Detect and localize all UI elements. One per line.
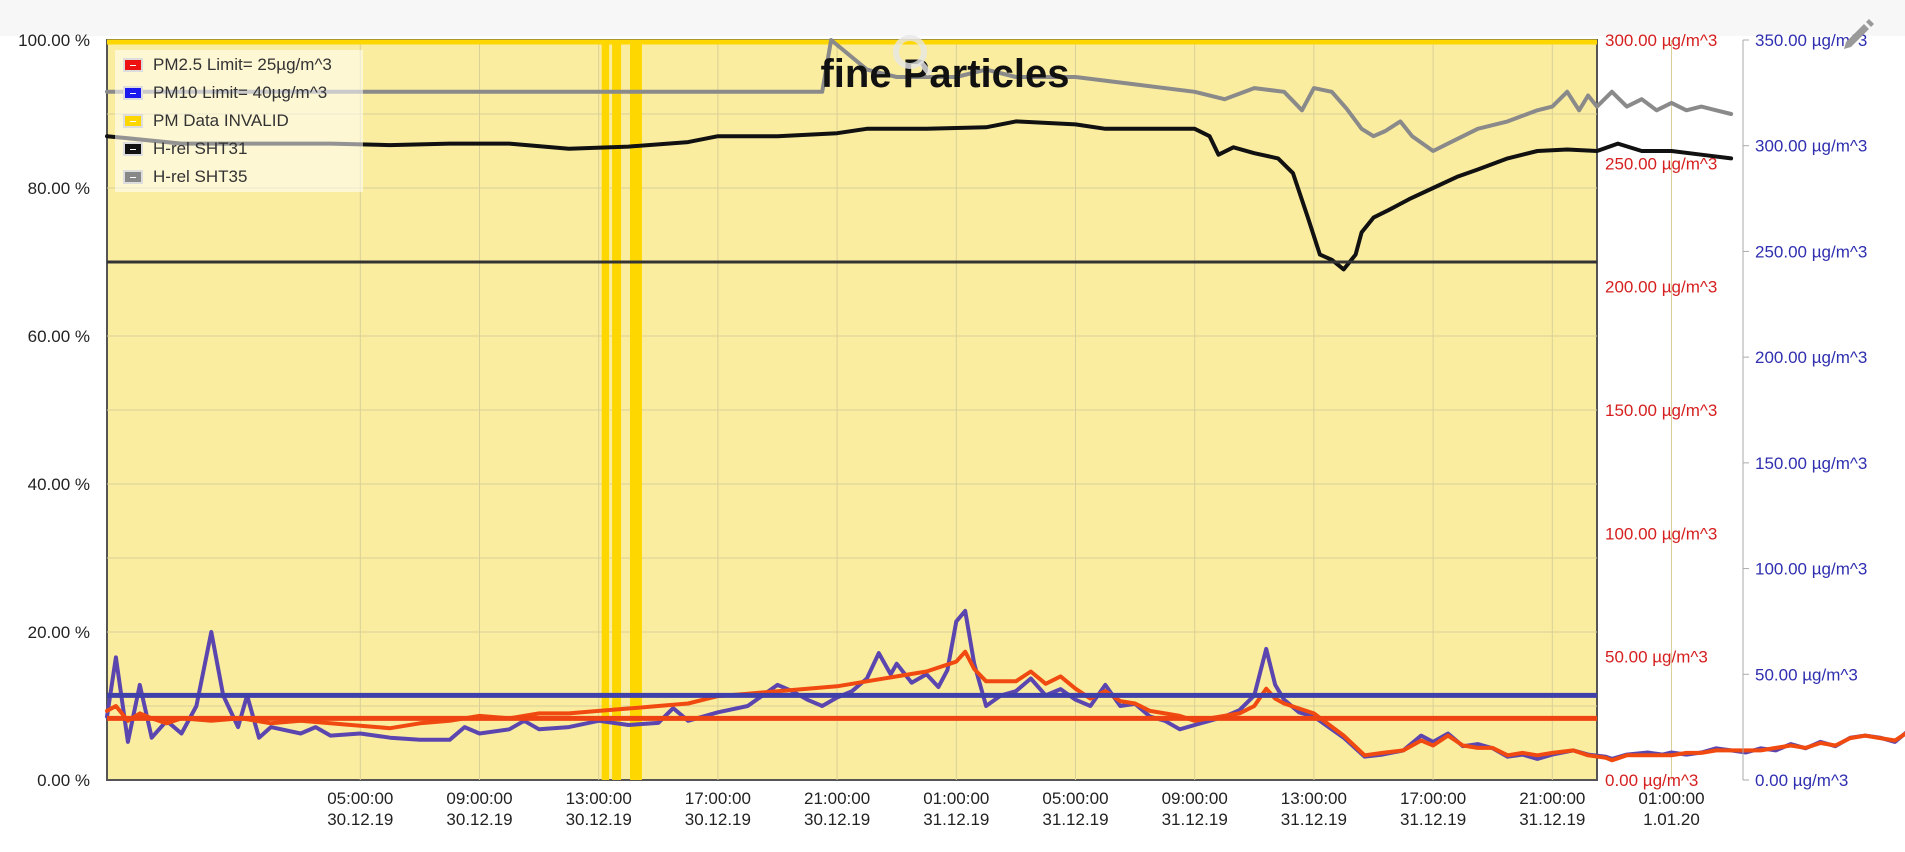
y-left-tick: 60.00 % bbox=[28, 327, 90, 346]
x-tick-time: 21:00:00 bbox=[1519, 789, 1585, 808]
legend-swatch-sht35 bbox=[123, 170, 143, 184]
y-left-tick: 20.00 % bbox=[28, 623, 90, 642]
invalid-band bbox=[601, 40, 610, 780]
x-tick-time: 09:00:00 bbox=[1162, 789, 1228, 808]
x-tick-time: 01:00:00 bbox=[923, 789, 989, 808]
series-line-h-rel-sht35 bbox=[105, 38, 1734, 153]
legend-swatch-invalid bbox=[123, 114, 143, 128]
legend-item-invalid[interactable]: PM Data INVALID bbox=[123, 110, 289, 132]
y-right-blue-tick: 100.00 µg/m^3 bbox=[1755, 560, 1867, 579]
x-tick-time: 17:00:00 bbox=[1400, 789, 1466, 808]
x-tick-date: 31.12.19 bbox=[1162, 810, 1228, 829]
x-tick-date: 30.12.19 bbox=[566, 810, 632, 829]
y-right-red-tick: 250.00 µg/m^3 bbox=[1605, 154, 1717, 173]
legend-label-pm25: PM2.5 Limit= 25µg/m^3 bbox=[153, 55, 332, 74]
y-left-tick: 0.00 % bbox=[37, 771, 90, 790]
y-right-blue-tick: 200.00 µg/m^3 bbox=[1755, 348, 1867, 367]
x-tick-time: 09:00:00 bbox=[446, 789, 512, 808]
y-right-red-tick: 200.00 µg/m^3 bbox=[1605, 278, 1717, 297]
x-tick-time: 01:00:00 bbox=[1638, 789, 1704, 808]
top-bar bbox=[0, 0, 1905, 36]
x-tick-date: 31.12.19 bbox=[1042, 810, 1108, 829]
chart-title: fine Particles bbox=[820, 52, 1069, 96]
x-tick-time: 05:00:00 bbox=[327, 789, 393, 808]
legend-swatch-sht31 bbox=[123, 142, 143, 156]
x-tick-date: 30.12.19 bbox=[804, 810, 870, 829]
x-tick-date: 30.12.19 bbox=[327, 810, 393, 829]
axis-ticks: 05:00:00 30.12.19 09:00:00 30.12.19 13:00:00… bbox=[18, 31, 1867, 829]
series-lines bbox=[105, 38, 1905, 763]
magnifier-icon[interactable] bbox=[880, 28, 940, 88]
x-tick-time: 21:00:00 bbox=[804, 789, 870, 808]
legend-label-pm10: PM10 Limit= 40µg/m^3 bbox=[153, 83, 328, 102]
y-right-blue-tick: 250.00 µg/m^3 bbox=[1755, 242, 1867, 261]
x-tick-time: 05:00:00 bbox=[1042, 789, 1108, 808]
reference-lines bbox=[107, 260, 1597, 721]
legend-item-pm10[interactable]: PM10 Limit= 40µg/m^3 bbox=[123, 82, 327, 104]
y-left-tick: 40.00 % bbox=[28, 475, 90, 494]
y-right-blue-tick: 350.00 µg/m^3 bbox=[1755, 31, 1867, 50]
x-tick-date: 1.01.20 bbox=[1643, 810, 1700, 829]
legend-label-invalid: PM Data INVALID bbox=[153, 111, 289, 130]
y-right-blue-tick: 150.00 µg/m^3 bbox=[1755, 454, 1867, 473]
x-tick-date: 30.12.19 bbox=[446, 810, 512, 829]
invalid-bands bbox=[107, 39, 1597, 780]
legend-label-sht35: H-rel SHT35 bbox=[153, 167, 248, 186]
legend-swatch-pm10 bbox=[123, 86, 143, 100]
x-tick-date: 31.12.19 bbox=[923, 810, 989, 829]
x-tick-time: 17:00:00 bbox=[685, 789, 751, 808]
y-left-tick: 80.00 % bbox=[28, 179, 90, 198]
y-right-red-tick: 0.00 µg/m^3 bbox=[1605, 771, 1698, 790]
legend-label-sht31: H-rel SHT31 bbox=[153, 139, 248, 158]
invalid-band bbox=[612, 40, 622, 780]
y-right-blue-tick: 300.00 µg/m^3 bbox=[1755, 137, 1867, 156]
y-right-red-tick: 50.00 µg/m^3 bbox=[1605, 648, 1708, 667]
legend-item-sht35[interactable]: H-rel SHT35 bbox=[123, 166, 247, 188]
invalid-band bbox=[629, 40, 642, 780]
y-right-blue-tick: 0.00 µg/m^3 bbox=[1755, 771, 1848, 790]
series-line-h-rel-sht31 bbox=[105, 119, 1734, 272]
y-right-blue-tick: 50.00 µg/m^3 bbox=[1755, 665, 1858, 684]
x-tick-date: 31.12.19 bbox=[1281, 810, 1347, 829]
y-right-red-tick: 150.00 µg/m^3 bbox=[1605, 401, 1717, 420]
y-right-red-tick: 300.00 µg/m^3 bbox=[1605, 31, 1717, 50]
x-tick-date: 31.12.19 bbox=[1519, 810, 1585, 829]
series-line-pm2-5 bbox=[105, 649, 1905, 763]
x-tick-time: 13:00:00 bbox=[566, 789, 632, 808]
legend-item-sht31[interactable]: H-rel SHT31 bbox=[123, 138, 247, 160]
x-tick-date: 30.12.19 bbox=[685, 810, 751, 829]
y-left-tick: 100.00 % bbox=[18, 31, 90, 50]
pencil-icon[interactable] bbox=[1838, 12, 1878, 52]
legend: PM2.5 Limit= 25µg/m^3 PM10 Limit= 40µg/m… bbox=[115, 50, 363, 192]
legend-item-pm25[interactable]: PM2.5 Limit= 25µg/m^3 bbox=[123, 54, 332, 76]
legend-swatch-pm25 bbox=[123, 58, 143, 72]
x-tick-time: 13:00:00 bbox=[1281, 789, 1347, 808]
y-right-red-tick: 100.00 µg/m^3 bbox=[1605, 524, 1717, 543]
x-tick-date: 31.12.19 bbox=[1400, 810, 1466, 829]
